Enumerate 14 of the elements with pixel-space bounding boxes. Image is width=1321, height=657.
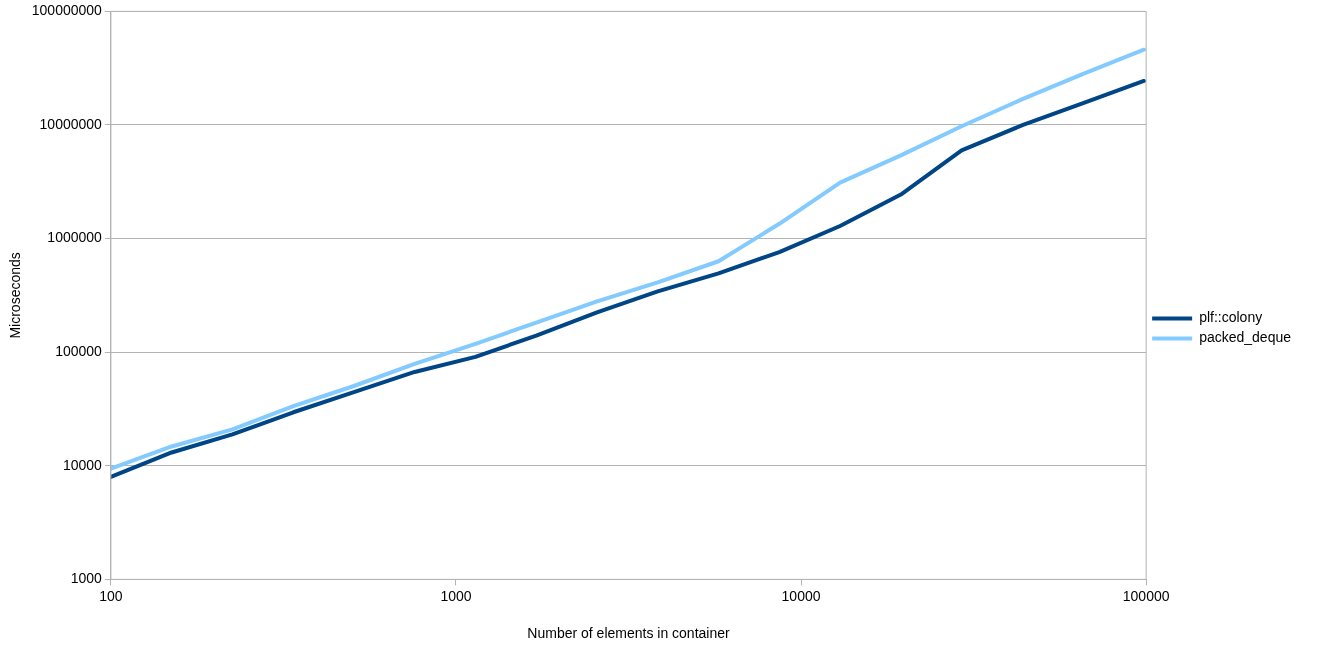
x-tick-label: 1000 — [440, 587, 472, 604]
y-axis-title: Microseconds — [7, 252, 24, 339]
x-axis-title: Number of elements in container — [527, 625, 730, 642]
legend-label: packed_deque — [1199, 329, 1292, 346]
y-tick-label: 100000000 — [31, 2, 103, 19]
x-tick-label: 10000 — [781, 587, 821, 604]
x-tick-label: 100 — [99, 587, 123, 604]
y-tick-label: 1000000 — [47, 229, 103, 246]
x-tick-label: 100000 — [1122, 587, 1170, 604]
y-tick-label: 100000 — [55, 343, 103, 360]
y-tick-label: 10000000 — [39, 115, 103, 132]
legend-label: plf::colony — [1199, 309, 1263, 326]
y-tick-label: 1000 — [70, 570, 103, 587]
y-tick-label: 10000 — [62, 456, 103, 473]
